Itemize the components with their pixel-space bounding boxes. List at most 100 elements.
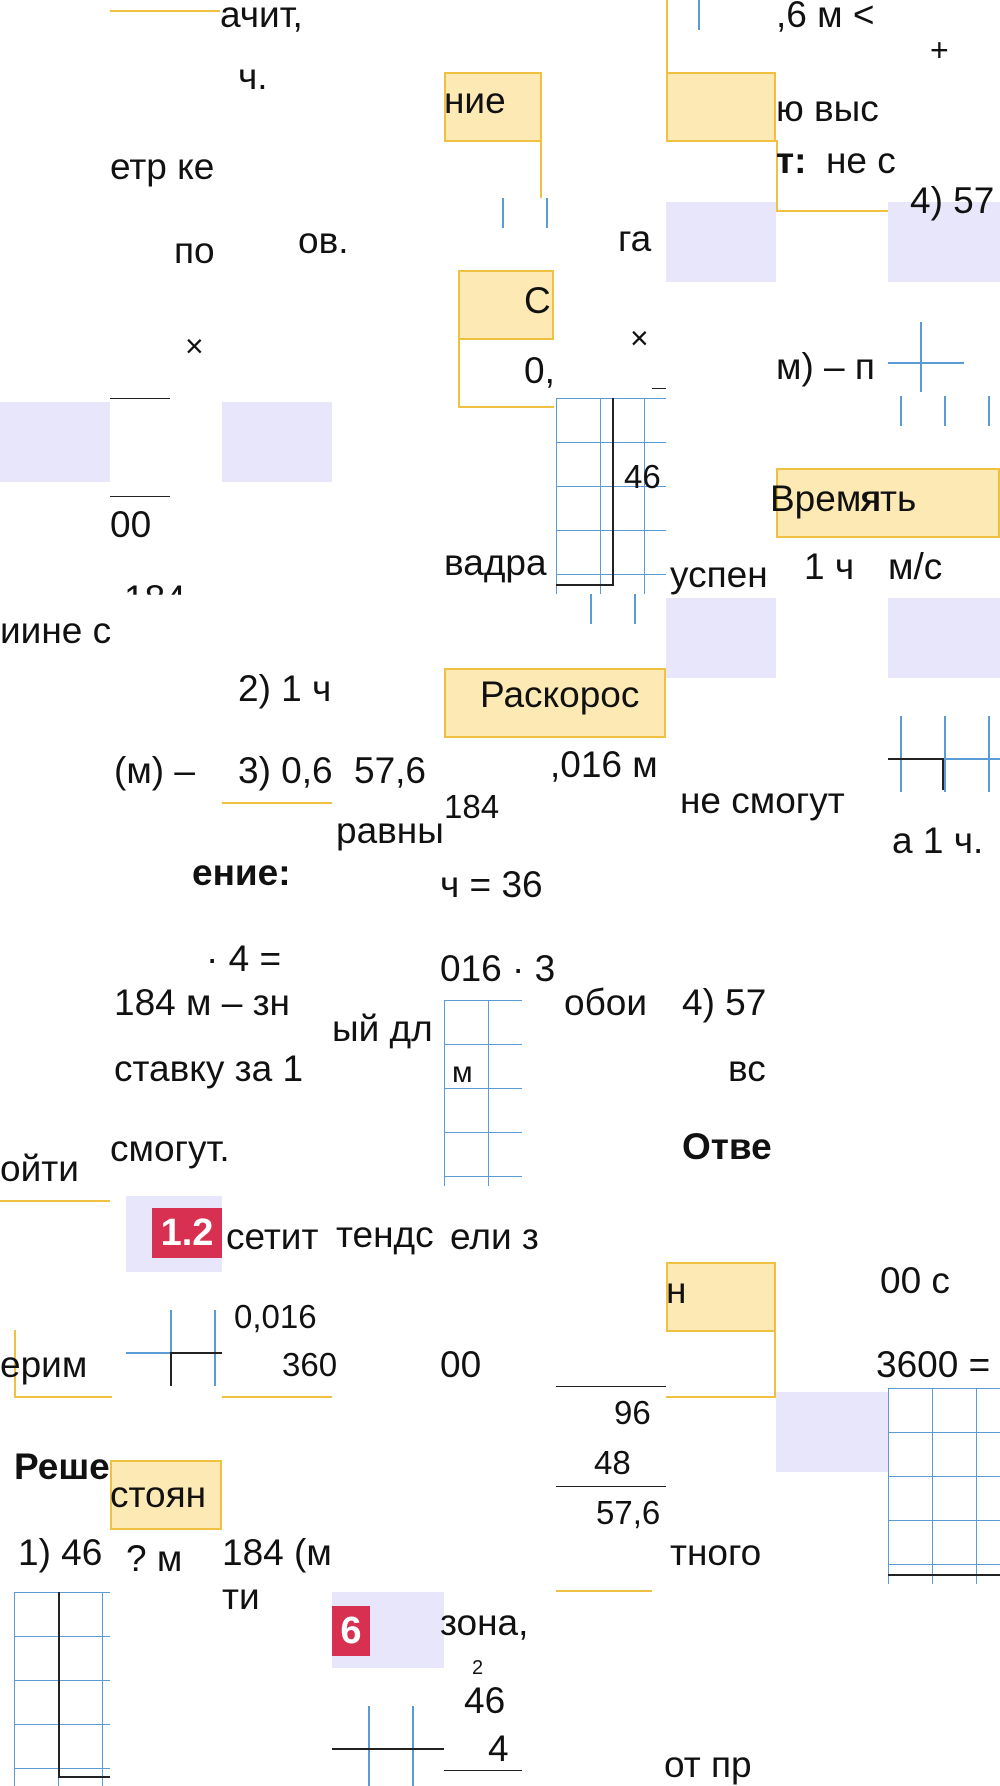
text-fragment: м) – п [776, 346, 875, 387]
text-fragment: зона, [440, 1602, 529, 1643]
table-row-border [776, 140, 888, 212]
grid-line [988, 396, 990, 426]
text-fragment: м/с [888, 546, 943, 587]
header-text: ять [860, 478, 917, 519]
text-fragment: по [174, 230, 215, 271]
table-header-cell [110, 1460, 222, 1530]
text-fragment: равны [336, 810, 444, 851]
gold-underline [110, 0, 220, 12]
header-text: С [524, 280, 551, 321]
table-header-cell [458, 270, 554, 340]
section-badge: 6 [332, 1606, 370, 1656]
grid-line [170, 1310, 172, 1386]
calc-digit: 00 [110, 504, 152, 545]
text-fragment: ,6 м < [776, 0, 875, 35]
calc-digit: 46 [624, 458, 661, 495]
graph-paper-grid [444, 1000, 522, 1186]
gold-underline [0, 1200, 110, 1202]
graph-paper-grid [888, 1388, 1000, 1584]
underline [110, 398, 170, 399]
calc-digit: 360 [282, 1346, 338, 1383]
underline [556, 1486, 666, 1487]
lavender-tile [666, 598, 776, 678]
grid-line [988, 716, 990, 792]
text-fragment: не с [826, 140, 896, 181]
text-fragment: ставку за 1 [114, 1048, 304, 1089]
text-fragment: ? м [126, 1538, 183, 1579]
division-bracket-line [170, 1352, 172, 1386]
underline [556, 1386, 666, 1387]
text-fragment: 016 · 3 [440, 948, 556, 989]
division-bracket-line [612, 398, 614, 584]
text-fragment: а 1 ч. [892, 820, 984, 861]
calc-digit: м [452, 1056, 473, 1089]
text-fragment: тендс [336, 1214, 434, 1255]
section-badge: 1.2 [152, 1208, 222, 1258]
text-fragment: ч. [238, 56, 268, 97]
text-fragment: вс [728, 1048, 766, 1089]
text-fragment: · 4 = [206, 938, 282, 979]
text-fragment: 57,6 [354, 750, 427, 791]
graph-paper-grid [556, 398, 666, 594]
text-fragment: 1) 46 [18, 1532, 103, 1573]
solution-label: Реше [14, 1446, 110, 1487]
text-fragment: ойти [0, 1148, 79, 1189]
text-fragment: сетит [226, 1216, 319, 1257]
text-fragment: 4) 57 [910, 180, 995, 221]
underline [652, 388, 666, 389]
text-fragment: ели з [450, 1216, 539, 1257]
text-fragment: ч = 36 [440, 864, 543, 905]
graph-paper-grid [14, 1592, 110, 1786]
plus-icon: + [930, 32, 949, 68]
text-fragment: ти [222, 1576, 260, 1617]
text-fragment: иине с [0, 610, 112, 651]
text-fragment: 3600 = [876, 1344, 991, 1385]
text-fragment: етр ке [110, 146, 215, 187]
calc-digit: 96 [614, 1394, 651, 1431]
calc-digit: 2 [472, 1657, 484, 1679]
text-fragment: 00 с [880, 1260, 950, 1301]
grid-line [546, 198, 548, 228]
lavender-tile [776, 1392, 888, 1472]
division-bracket-line [942, 758, 944, 790]
grid-line [590, 594, 592, 624]
grid-line [944, 716, 946, 792]
gold-underline [666, 1396, 776, 1398]
multiply-icon: × [185, 328, 204, 364]
calc-digit: 184 [124, 578, 186, 619]
division-bracket-line [888, 758, 944, 760]
lavender-tile [666, 202, 776, 282]
table-header-cell [444, 668, 666, 738]
header-text: ние [444, 80, 506, 121]
grid-line [634, 594, 636, 624]
text-fragment: успен [670, 554, 768, 595]
text-fragment: ов. [298, 220, 349, 261]
solution-label: ение: [192, 852, 291, 893]
text-fragment: смогут. [110, 1128, 230, 1169]
text-fragment: ерим [0, 1344, 88, 1385]
table-column-border [774, 1262, 776, 1396]
header-text: Время [770, 478, 882, 519]
text-fragment: 4) 57 [682, 982, 767, 1023]
table-header-cell [444, 72, 542, 142]
text-fragment: 3) 0,6 [238, 750, 333, 791]
grid-line [944, 396, 946, 426]
division-bracket-line [332, 1748, 444, 1750]
text-fragment: (м) – [114, 750, 195, 791]
grid-line [900, 396, 902, 426]
table-header-cell [776, 468, 1000, 538]
text-fragment: вадра [444, 542, 547, 583]
grid-line [412, 1706, 414, 1786]
underline [888, 1574, 1000, 1576]
header-text: Раскорос [480, 674, 640, 715]
answer-label: т: [776, 140, 807, 181]
grid-line [698, 0, 700, 30]
lavender-tile [888, 598, 1000, 678]
division-bracket-line [556, 584, 614, 586]
table-cell-border [458, 338, 554, 408]
table-column-border [666, 0, 668, 72]
grid-line [368, 1706, 370, 1786]
table-header-cell [666, 72, 776, 142]
calc-digit: 0,016 [234, 1298, 317, 1335]
grid-line [900, 716, 902, 792]
